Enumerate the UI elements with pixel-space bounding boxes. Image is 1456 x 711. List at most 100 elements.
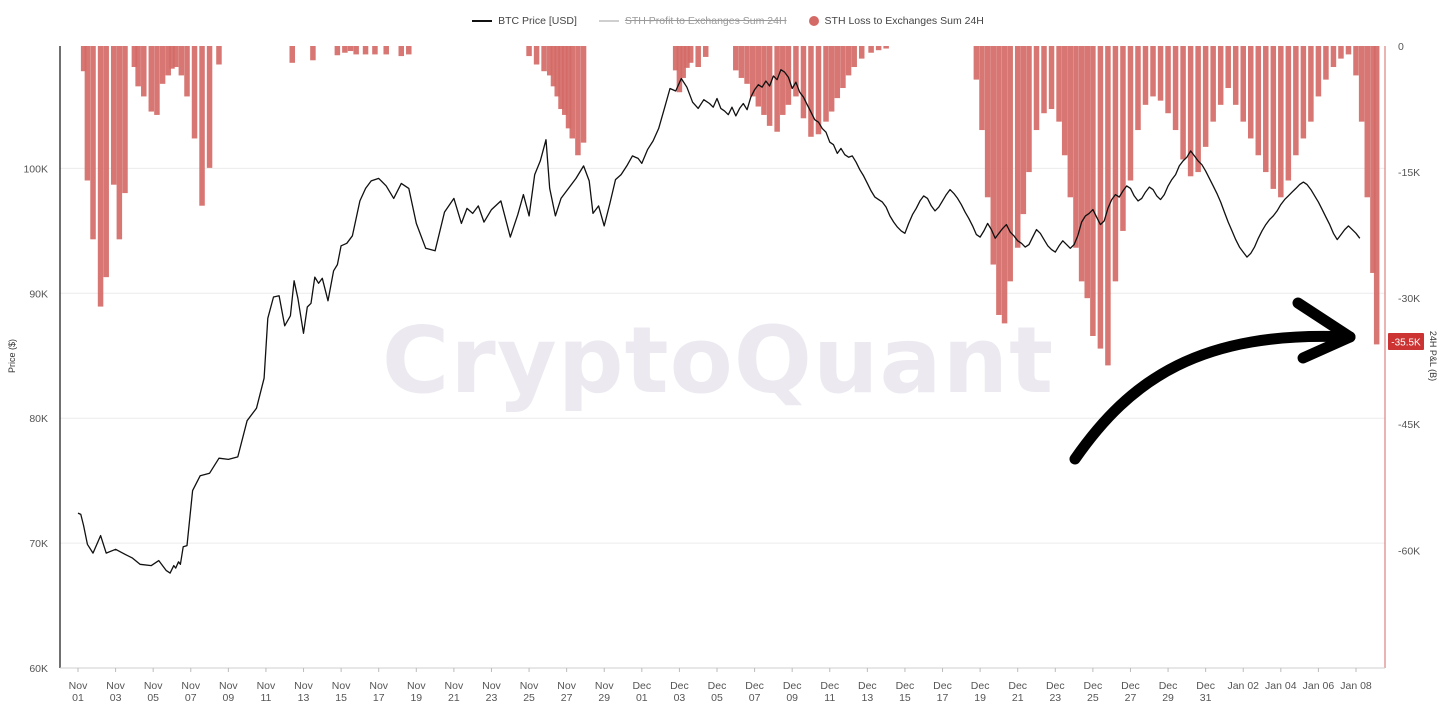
btc-price-line <box>77 69 1361 574</box>
loss-bar <box>1014 46 1021 248</box>
loss-bar <box>1157 46 1164 101</box>
loss-bar <box>744 46 750 84</box>
loss-bar <box>165 46 171 76</box>
x-tick-label: Nov <box>407 680 426 692</box>
y-left-axis-title: Price ($) <box>7 339 17 373</box>
loss-bar <box>1067 46 1074 198</box>
y-left-tick-label: 60K <box>29 663 48 675</box>
loss-bar <box>1135 46 1141 131</box>
loss-bar <box>1285 46 1292 181</box>
loss-bar <box>191 46 198 139</box>
loss-bar <box>1061 46 1068 156</box>
loss-bar <box>1097 46 1104 349</box>
legend-item-sth-profit[interactable]: STH Profit to Exchanges Sum 24H <box>598 15 787 27</box>
loss-bar <box>1225 46 1231 89</box>
loss-bar <box>131 46 138 68</box>
loss-bar <box>84 46 91 181</box>
x-tick-label: 11 <box>824 692 835 704</box>
loss-bar <box>1127 46 1134 181</box>
axes: 60K 70K 80K 90K 100K 0 -15K -30K -45K -60K Price (… <box>7 41 1438 704</box>
loss-bar <box>1033 46 1040 131</box>
loss-bar <box>353 46 359 55</box>
loss-bar <box>793 46 799 97</box>
x-tick-label: Dec <box>708 680 727 692</box>
y-right-tick-label: 0 <box>1398 41 1404 53</box>
loss-bar <box>868 46 874 53</box>
loss-bar <box>1232 46 1239 105</box>
x-tick-label: 25 <box>1087 692 1099 704</box>
x-tick-label: Dec <box>670 680 689 692</box>
y-left-tick-label: 80K <box>29 413 48 425</box>
x-tick-label: Jan 06 <box>1303 680 1335 692</box>
legend-profit-label: STH Profit to Exchanges Sum 24H <box>624 15 787 27</box>
loss-bar <box>1007 46 1013 282</box>
x-tick-label: Nov <box>106 680 125 692</box>
loss-bar <box>1165 46 1171 114</box>
loss-bar <box>1120 46 1126 231</box>
loss-bar <box>199 46 205 206</box>
x-tick-label: 13 <box>298 692 310 704</box>
x-tick-label: 23 <box>1049 692 1061 704</box>
loss-bar <box>148 46 155 112</box>
loss-bar <box>1278 46 1284 198</box>
annotation-arrow-shaft <box>1069 330 1356 465</box>
loss-bar <box>840 46 846 89</box>
loss-bar <box>334 46 341 56</box>
loss-bar <box>141 46 147 97</box>
watermark: CryptoQuant <box>382 307 1054 414</box>
legend-item-sth-loss[interactable]: STH Loss to Exchanges Sum 24H <box>808 15 984 27</box>
x-tick-label: 25 <box>523 692 535 704</box>
x-tick-label: 03 <box>110 692 122 704</box>
x-tick-label: 07 <box>749 692 761 704</box>
loss-bar <box>289 46 296 63</box>
loss-bar <box>178 46 185 76</box>
loss-bar <box>310 46 316 61</box>
x-tick-label: 09 <box>786 692 798 704</box>
loss-bar <box>184 46 190 97</box>
current-value-badge-text: -35.5K <box>1391 338 1421 349</box>
loss-bar <box>973 46 980 80</box>
loss-bar <box>135 46 141 87</box>
btc-price-swatch <box>472 20 493 22</box>
loss-bar <box>1330 46 1337 68</box>
x-tick-label: Nov <box>294 680 313 692</box>
loss-bar <box>398 46 405 57</box>
y-left-tick-label: 90K <box>29 288 48 300</box>
loss-bar <box>684 46 690 68</box>
loss-bar <box>569 46 576 139</box>
loss-bar <box>1353 46 1359 76</box>
x-tick-label: Nov <box>520 680 539 692</box>
loss-bar <box>97 46 104 307</box>
loss-bar <box>1248 46 1254 139</box>
legend-item-btc-price[interactable]: BTC Price [USD] <box>472 15 577 27</box>
loss-bar <box>1187 46 1194 177</box>
loss-bar <box>1217 46 1224 105</box>
loss-bar <box>785 46 792 105</box>
loss-bar <box>580 46 587 143</box>
loss-bar <box>979 46 985 131</box>
x-tick-label: 17 <box>373 692 385 704</box>
loss-bar <box>1293 46 1299 156</box>
grid-lines <box>60 167 1385 669</box>
x-tick-label: Nov <box>482 680 501 692</box>
x-tick-label: Dec <box>933 680 952 692</box>
x-tick-label: Dec <box>1196 680 1215 692</box>
x-tick-label: 17 <box>937 692 949 704</box>
loss-bar <box>1255 46 1262 156</box>
loss-bar <box>845 46 852 76</box>
loss-bar <box>702 46 709 57</box>
loss-bars <box>80 46 1380 366</box>
loss-bar <box>1364 46 1371 198</box>
x-tick-label: 11 <box>260 692 271 704</box>
current-value-badge-bg <box>1388 333 1424 350</box>
x-tick-label: Jan 08 <box>1340 680 1372 692</box>
loss-bar <box>780 46 786 115</box>
x-tick-label: 15 <box>335 692 347 704</box>
x-tick-label: Nov <box>445 680 464 692</box>
x-tick-label: 27 <box>1125 692 1137 704</box>
loss-bar <box>575 46 581 156</box>
x-tick-label: 15 <box>899 692 911 704</box>
loss-bar <box>774 46 780 132</box>
current-value-badge: -35.5K <box>1388 333 1424 350</box>
loss-bar <box>550 46 557 87</box>
